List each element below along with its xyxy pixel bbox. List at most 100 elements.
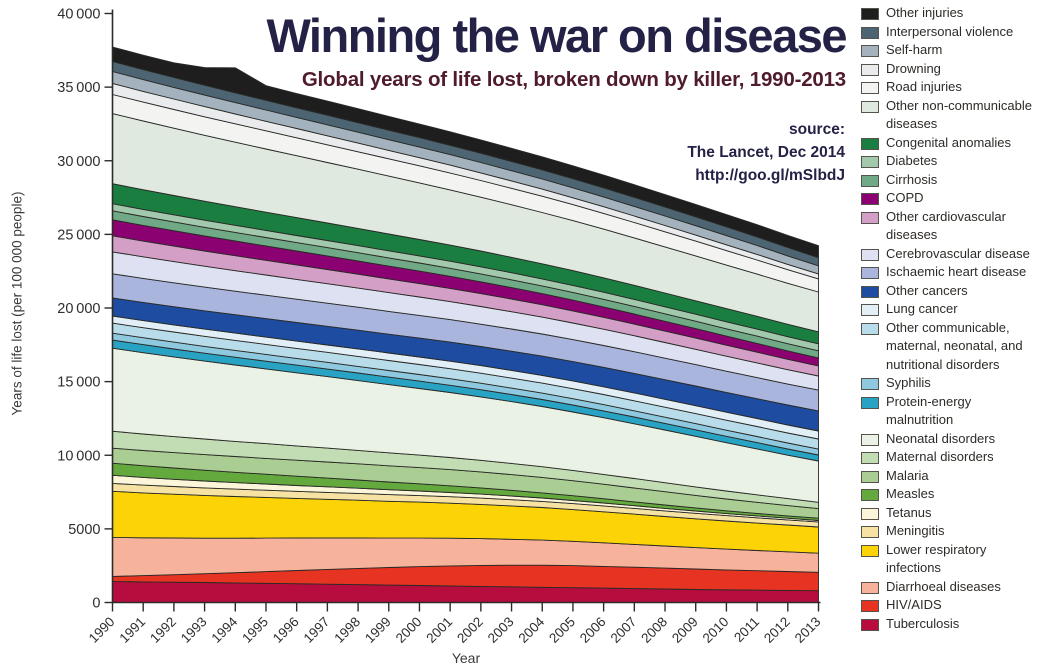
legend-label-tuberculosis: Tuberculosis: [886, 615, 960, 631]
legend-item-road-injuries: Road injuries: [861, 78, 1039, 97]
legend-swatch-measles: [861, 489, 879, 501]
x-tick-label-1997: 1997: [301, 614, 333, 646]
legend-swatch-self-harm: [861, 45, 879, 57]
legend-swatch-cirrhosis: [861, 174, 879, 187]
legend-item-other-communicable-maternal-neonatal-and-nutritional-disorders: Other communicable, maternal, neonatal, …: [861, 319, 1039, 375]
legend-item-other-non-communicable-diseases: Other non-communicable diseases: [861, 97, 1039, 134]
legend-swatch-diabetes: [861, 156, 879, 168]
legend-label-other-cardiovascular-diseases: Other cardiovascular diseases: [886, 208, 1006, 243]
legend-swatch-diarrhoeal-diseases: [861, 581, 879, 594]
x-tick-label-1994: 1994: [209, 614, 241, 646]
chart-subtitle: Global years of life lost, broken down b…: [301, 68, 846, 91]
y-tick-label-10000: 10 000: [57, 448, 100, 464]
legend-swatch-tetanus: [861, 507, 879, 520]
x-tick-label-1996: 1996: [270, 614, 302, 646]
legend-label-other-non-communicable-diseases: Other non-communicable diseases: [886, 97, 1032, 132]
legend-label-lower-respiratory-infections: Lower respiratory infections: [886, 541, 987, 576]
legend-swatch-meningitis: [861, 526, 879, 538]
x-tick-label-1992: 1992: [147, 614, 179, 646]
legend-swatch-copd: [861, 193, 879, 205]
x-tick-label-1993: 1993: [178, 614, 210, 646]
y-axis-title: Years of life lost (per 100 000 people): [9, 191, 25, 416]
x-tick-label-2012: 2012: [761, 614, 793, 646]
legend-item-lower-respiratory-infections: Lower respiratory infections: [861, 541, 1039, 578]
legend-swatch-lower-respiratory-infections: [861, 544, 879, 557]
legend-swatch-neonatal-disorders: [861, 433, 879, 446]
legend-item-hiv-aids: HIV/AIDS: [861, 596, 1039, 615]
legend-label-tetanus: Tetanus: [886, 504, 932, 520]
legend-label-syphilis: Syphilis: [886, 375, 931, 390]
legend-label-interpersonal-violence: Interpersonal violence: [886, 23, 1014, 39]
legend-swatch-lung-cancer: [861, 304, 879, 316]
legend-item-diabetes: Diabetes: [861, 152, 1039, 171]
x-tick-label-2003: 2003: [485, 614, 517, 646]
legend-item-meningitis: Meningitis: [861, 522, 1039, 541]
legend-swatch-protein-energy-malnutrition: [861, 396, 879, 409]
x-tick-label-1991: 1991: [116, 614, 148, 646]
legend-swatch-congenital-anomalies: [861, 137, 879, 150]
legend-label-other-cancers: Other cancers: [886, 282, 968, 298]
legend-label-ischaemic-heart-disease: Ischaemic heart disease: [886, 264, 1027, 279]
x-tick-label-1998: 1998: [331, 614, 363, 646]
legend-item-other-cancers: Other cancers: [861, 282, 1039, 301]
legend-swatch-syphilis: [861, 378, 879, 390]
legend-swatch-drowning: [861, 63, 879, 76]
legend-swatch-hiv-aids: [861, 600, 879, 612]
area-band-other-injuries: [112, 46, 819, 259]
y-tick-label-25000: 25 000: [57, 227, 100, 243]
legend-swatch-maternal-disorders: [861, 452, 879, 464]
legend-label-malaria: Malaria: [886, 467, 929, 483]
legend-label-neonatal-disorders: Neonatal disorders: [886, 430, 996, 446]
legend-item-maternal-disorders: Maternal disorders: [861, 448, 1039, 467]
source-block: source: The Lancet, Dec 2014 http://goo.…: [687, 118, 845, 187]
y-tick-label-0: 0: [92, 596, 100, 612]
legend-swatch-cerebrovascular-disease: [861, 248, 879, 261]
legend-swatch-other-injuries: [861, 8, 879, 20]
legend-label-diarrhoeal-diseases: Diarrhoeal diseases: [886, 578, 1001, 594]
y-tick-label-20000: 20 000: [57, 301, 100, 317]
legend-label-measles: Measles: [886, 486, 935, 501]
source-url: http://goo.gl/mSlbdJ: [695, 167, 845, 184]
legend-item-copd: COPD: [861, 189, 1039, 208]
legend-swatch-other-non-communicable-diseases: [861, 100, 879, 113]
legend-label-self-harm: Self-harm: [886, 42, 943, 57]
legend-item-drowning: Drowning: [861, 60, 1039, 79]
x-tick-label-1990: 1990: [86, 614, 118, 646]
legend-item-other-cardiovascular-diseases: Other cardiovascular diseases: [861, 208, 1039, 245]
legend-label-lung-cancer: Lung cancer: [886, 301, 958, 316]
legend-item-self-harm: Self-harm: [861, 41, 1039, 60]
source-label: source:: [789, 121, 845, 138]
x-tick-label-2011: 2011: [731, 614, 762, 645]
legend-label-meningitis: Meningitis: [886, 523, 945, 538]
x-tick-label-2005: 2005: [546, 614, 578, 646]
legend-label-maternal-disorders: Maternal disorders: [886, 449, 994, 464]
y-tick-label-40000: 40 000: [57, 7, 100, 23]
legend-item-neonatal-disorders: Neonatal disorders: [861, 430, 1039, 449]
legend-swatch-other-communicable-maternal-neonatal-and-nutritional-disorders: [861, 322, 879, 335]
legend-item-protein-energy-malnutrition: Protein-energy malnutrition: [861, 393, 1039, 430]
legend-label-hiv-aids: HIV/AIDS: [886, 597, 942, 612]
y-tick-label-30000: 30 000: [57, 154, 100, 170]
legend-swatch-ischaemic-heart-disease: [861, 267, 879, 279]
y-tick-label-15000: 15 000: [57, 375, 100, 391]
legend-item-interpersonal-violence: Interpersonal violence: [861, 23, 1039, 42]
y-tick-label-5000: 5000: [68, 522, 100, 538]
legend-label-drowning: Drowning: [886, 60, 941, 76]
legend-item-tetanus: Tetanus: [861, 504, 1039, 523]
legend-item-measles: Measles: [861, 485, 1039, 504]
title-block: Winning the war on disease Global years …: [266, 9, 847, 92]
legend-swatch-malaria: [861, 470, 879, 483]
x-tick-label-2004: 2004: [516, 614, 548, 646]
legend-label-diabetes: Diabetes: [886, 153, 938, 168]
legend-item-other-injuries: Other injuries: [861, 4, 1039, 23]
legend-swatch-tuberculosis: [861, 618, 879, 631]
source-publication: The Lancet, Dec 2014: [687, 144, 845, 161]
legend-item-syphilis: Syphilis: [861, 374, 1039, 393]
legend-label-other-injuries: Other injuries: [886, 5, 964, 20]
y-tick-label-35000: 35 000: [57, 80, 100, 96]
x-tick-label-2000: 2000: [393, 614, 425, 646]
chart-title: Winning the war on disease: [266, 9, 847, 62]
x-tick-label-2009: 2009: [669, 614, 701, 646]
legend-item-lung-cancer: Lung cancer: [861, 300, 1039, 319]
